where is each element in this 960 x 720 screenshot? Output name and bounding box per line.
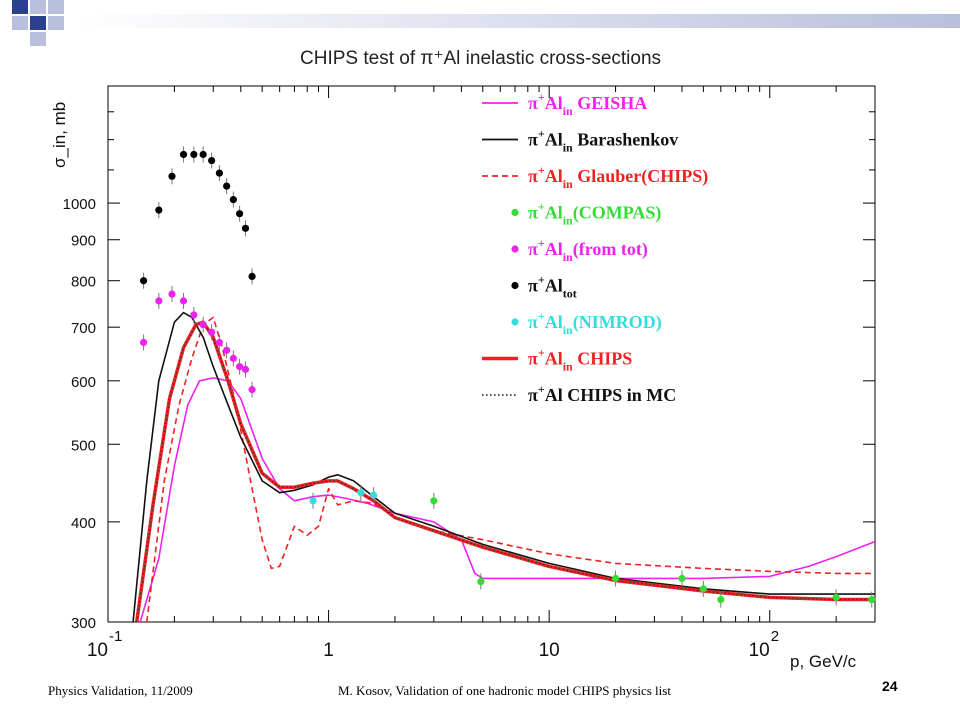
deco-square-7 xyxy=(30,32,46,46)
fromtot-point xyxy=(215,338,224,347)
tot-point xyxy=(155,206,163,214)
legend: π+Alin GEISHA π+Alin Barashenkov π+Alin Gl… xyxy=(482,90,708,405)
fromtot-point xyxy=(229,354,237,362)
nimrod-legend-marker xyxy=(511,318,519,326)
deco-square-2 xyxy=(30,0,46,14)
geisha-curve xyxy=(139,377,876,623)
nimrod-legend-label: π+Alin(NIMROD) xyxy=(528,309,662,337)
title-gradient-bar xyxy=(75,14,960,28)
deco-square-5 xyxy=(30,16,46,30)
fromtot-point xyxy=(199,321,207,329)
fromtot-point xyxy=(223,346,231,354)
y-tick-label: 800 xyxy=(71,274,96,291)
nimrod-point xyxy=(357,489,365,497)
nimrod-point xyxy=(309,497,317,505)
chips-curve xyxy=(134,320,875,623)
fromtot-point xyxy=(190,311,198,319)
fromtot-point xyxy=(139,338,148,347)
x-tick-exponent: 2 xyxy=(771,628,779,645)
fromtot-point xyxy=(208,328,216,336)
fromtot-point xyxy=(168,290,176,298)
y-tick-labels: 300 400 500 600 700 800 900 1000 xyxy=(63,196,96,632)
tot-point xyxy=(179,150,188,159)
compas-point xyxy=(717,595,725,604)
x-tick-label: 10 xyxy=(87,640,108,661)
slide-title: CHIPS test of π⁺Al inelastic cross-secti… xyxy=(300,48,662,69)
y-tick-label: 900 xyxy=(71,233,96,250)
compas-point xyxy=(430,497,438,505)
tot-point xyxy=(223,182,231,190)
tot-point xyxy=(229,196,237,204)
tot-point xyxy=(199,150,207,159)
x-tick-labels: 10-11 10 102 xyxy=(87,628,779,661)
x-tick-exponent: -1 xyxy=(109,628,122,645)
compas-legend-label: π+Alin(COMPAS) xyxy=(528,200,661,228)
geisha-legend-label: π+Alin GEISHA xyxy=(528,90,647,118)
compas-point xyxy=(699,585,707,593)
tot-point xyxy=(139,277,148,285)
chips_mc-legend-label: π+Al CHIPS in MC xyxy=(528,382,676,405)
axis-ticks xyxy=(107,85,876,623)
fromtot-point xyxy=(241,365,250,374)
compas-point xyxy=(477,577,485,586)
compas-point xyxy=(678,574,686,583)
footer-center: M. Kosov, Validation of one hadronic mod… xyxy=(338,683,671,698)
deco-square-6 xyxy=(48,16,64,30)
fromtot-legend-label: π+Alin(from tot) xyxy=(528,236,648,264)
tot-point xyxy=(208,156,216,165)
deco-square-3 xyxy=(48,0,64,14)
fromtot-point xyxy=(236,363,244,371)
y-tick-label: 600 xyxy=(71,374,96,391)
y-tick-label: 300 xyxy=(71,615,96,632)
compas-legend-marker xyxy=(511,208,519,217)
y-tick-label: 1000 xyxy=(63,196,96,213)
x-axis-title: p, GeV/c xyxy=(790,652,857,671)
plot-frame xyxy=(107,85,876,623)
chips-legend-label: π+Alin CHIPS xyxy=(528,346,632,374)
title-bar-decoration xyxy=(12,0,960,46)
tot-point xyxy=(236,210,244,218)
nimrod-point xyxy=(370,491,378,499)
x-tick-label: 1 xyxy=(323,640,334,661)
series-layer xyxy=(132,146,876,623)
tot-point xyxy=(168,172,176,180)
glauber-legend-label: π+Alin Glauber(CHIPS) xyxy=(528,163,708,191)
fromtot-point xyxy=(179,297,188,305)
barashenkov-legend-label: π+Alin Barashenkov xyxy=(528,127,678,155)
tot-legend-marker xyxy=(511,281,519,290)
y-tick-label: 700 xyxy=(71,320,96,337)
y-tick-label: 500 xyxy=(71,437,96,454)
footer-left: Physics Validation, 11/2009 xyxy=(48,683,193,698)
compas-point xyxy=(611,574,620,583)
page-number: 24 xyxy=(882,678,898,694)
fromtot-point xyxy=(155,297,163,305)
tot-point xyxy=(241,224,250,232)
tot-point xyxy=(248,272,256,280)
tot-point xyxy=(190,150,198,159)
fromtot-legend-marker xyxy=(511,245,519,253)
fromtot-point xyxy=(248,386,256,394)
y-axis-title: σ_in, mb xyxy=(50,102,69,168)
compas-point xyxy=(868,595,876,604)
x-tick-label: 10 xyxy=(749,640,770,661)
x-tick-label: 10 xyxy=(539,640,560,661)
y-tick-label: 400 xyxy=(71,515,96,532)
deco-square-4 xyxy=(12,16,28,30)
tot-legend-label: π+Altot xyxy=(528,273,577,301)
deco-square-1 xyxy=(12,0,28,14)
compas-point xyxy=(832,593,840,601)
tot-point xyxy=(215,169,224,177)
